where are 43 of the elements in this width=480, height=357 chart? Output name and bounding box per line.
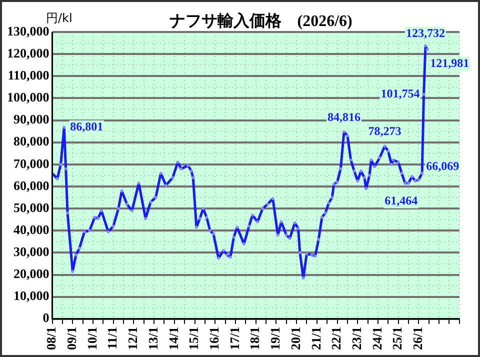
annotation: 78,273 <box>368 124 402 138</box>
x-tick-label: 22/1 <box>328 326 344 350</box>
x-tick-label: 18/1 <box>247 326 262 350</box>
x-tick-label: 24/1 <box>369 326 384 350</box>
y-tick-label: 0 <box>42 310 50 326</box>
annotation: 101,754 <box>380 86 420 100</box>
x-tick-label: 21/1 <box>308 326 324 350</box>
y-tick-label: 50,000 <box>14 200 50 215</box>
y-tick-label: 130,000 <box>7 23 50 38</box>
y-tick-label: 120,000 <box>7 45 50 60</box>
x-tick-label: 13/1 <box>145 326 160 350</box>
x-tick-label: 17/1 <box>226 326 242 350</box>
x-tick-label: 19/1 <box>268 326 283 350</box>
x-tick-label: 11/1 <box>104 326 120 350</box>
y-tick-label: 60,000 <box>14 178 50 193</box>
y-axis-title: 円/kl <box>46 11 72 26</box>
y-tick-label: 110,000 <box>8 67 50 82</box>
y-tick-label: 20,000 <box>14 266 50 282</box>
annotation: 66,069 <box>426 159 460 174</box>
x-tick-label: 08/1 <box>44 326 59 350</box>
x-tick-label: 16/1 <box>206 326 222 350</box>
y-tick-label: 10,000 <box>14 288 50 304</box>
y-tick-label: 30,000 <box>14 244 50 260</box>
x-tick-label: 14/1 <box>166 326 181 350</box>
y-tick-label: 90,000 <box>14 112 50 127</box>
x-tick-label: 15/1 <box>186 326 202 350</box>
y-tick-label: 100,000 <box>7 90 50 105</box>
y-tick-label: 80,000 <box>14 134 50 149</box>
y-tick-label: 40,000 <box>14 222 50 237</box>
x-tick-label: 10/1 <box>84 326 100 350</box>
x-tick-label: 12/1 <box>125 326 140 350</box>
x-tick-label: 25/1 <box>390 326 405 350</box>
annotation: 86,801 <box>70 119 104 134</box>
x-tick-label: 20/1 <box>288 326 303 350</box>
x-tick-label: 26/1 <box>410 326 426 350</box>
annotation: 84,816 <box>328 110 361 124</box>
annotation: 61,464 <box>384 193 418 208</box>
y-tick-label: 70,000 <box>14 156 50 171</box>
annotation: 123,732 <box>406 26 445 40</box>
x-tick-label: 23/1 <box>348 326 364 350</box>
chart-title: ナフサ輸入価格 (2026/6) <box>169 12 352 30</box>
annotation: 121,981 <box>430 56 470 70</box>
x-tick-label: 09/1 <box>64 326 79 350</box>
